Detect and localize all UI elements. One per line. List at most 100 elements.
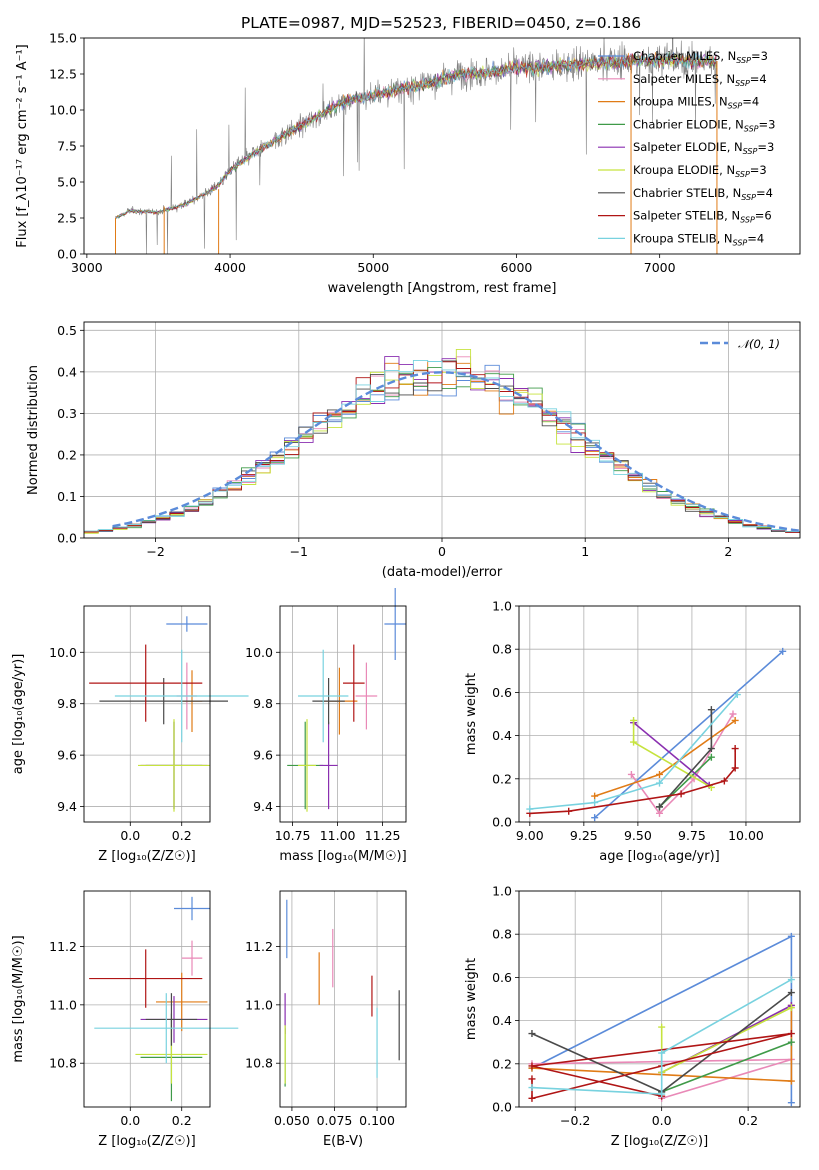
weight-vs-age-marker-7-1 bbox=[656, 803, 663, 811]
weight-vs-age-marker-6-2 bbox=[630, 738, 638, 746]
weight-vs-Z-marker-1-2 bbox=[787, 932, 795, 940]
weight-vs-age-marker-3-1 bbox=[591, 792, 599, 800]
residuals-xtick-label: 2 bbox=[724, 544, 732, 559]
weight-vs-Z-ytick-label: 0.4 bbox=[492, 1013, 512, 1028]
weight-vs-age-ytick-label: 1.0 bbox=[492, 599, 512, 614]
weight-vs-age-marker-7-3 bbox=[707, 706, 715, 714]
age-vs-mass-frame bbox=[279, 605, 407, 823]
weight-vs-age-ytick-label: 0.2 bbox=[492, 771, 512, 786]
age-vs-mass-xtick-label: 11.00 bbox=[320, 828, 356, 843]
residuals-xtick-label: 0 bbox=[438, 544, 446, 559]
spectrum-model-line-8 bbox=[115, 52, 717, 219]
age-vs-Z-ytick-label: 9.4 bbox=[57, 799, 77, 814]
spectrum-ytick-label: 7.5 bbox=[57, 139, 77, 154]
spectrum-frame bbox=[83, 37, 801, 255]
legend-name: Chabrier ELODIE, N bbox=[633, 117, 744, 131]
legend-subscript: SSP bbox=[744, 124, 759, 133]
weight-vs-age-marker-1-1 bbox=[591, 814, 599, 822]
weight-vs-age-marker-2-1 bbox=[627, 770, 635, 778]
weight-vs-Z-marker-7-3 bbox=[787, 989, 795, 997]
age-vs-mass-xtick-label: 11.25 bbox=[365, 828, 401, 843]
age-vs-Z-point-1 bbox=[166, 616, 208, 632]
weight-vs-age-marker-9-2 bbox=[591, 799, 599, 807]
legend-entry-4: Chabrier ELODIE, NSSP=3 bbox=[633, 117, 775, 133]
weight-vs-age-marker-9-4 bbox=[733, 691, 741, 699]
weight-vs-Z-marker-6-3 bbox=[787, 1004, 795, 1012]
weight-vs-age-series-2 bbox=[630, 713, 734, 815]
legend-subscript: SSP bbox=[733, 238, 748, 247]
mass-vs-Z-point-3 bbox=[156, 972, 208, 1032]
age-vs-mass-xlabel: mass [log₁₀(M/M☉)] bbox=[279, 849, 406, 864]
legend-subscript: SSP bbox=[741, 193, 756, 202]
mass-vs-EBV-xtick-label: 0.100 bbox=[359, 1113, 395, 1128]
weight-vs-age-xtick-label: 10.00 bbox=[728, 828, 764, 843]
age-vs-Z-ylabel: age [log₁₀(age/yr)] bbox=[11, 654, 26, 775]
weight-vs-Z-marker-9-4 bbox=[787, 976, 795, 984]
weight-vs-Z-xtick-label: 0.0 bbox=[652, 1113, 672, 1128]
weight-vs-age-marker-8-4 bbox=[720, 777, 728, 785]
spectrum-model-line-7 bbox=[115, 52, 717, 218]
mass-vs-Z-ytick-label: 11.2 bbox=[49, 939, 77, 954]
mass-vs-EBV-xlabel: E(B-V) bbox=[323, 1134, 363, 1149]
spectrum-ytick-label: 12.5 bbox=[49, 67, 77, 82]
weight-vs-age-ytick-label: 0.6 bbox=[492, 685, 512, 700]
legend-entry-9: Kroupa STELIB, NSSP=4 bbox=[633, 231, 764, 247]
age-vs-mass-point-5 bbox=[319, 721, 338, 810]
mass-vs-EBV-frame bbox=[279, 890, 407, 1108]
weight-vs-age-axes: 9.00 9.25 9.50 9.75 10.00 0.0 0.2 0.4 0.6 0.8 1.0 bbox=[492, 599, 800, 843]
spectrum-ytick-label: 5.0 bbox=[57, 175, 77, 190]
age-vs-Z-point-9 bbox=[114, 649, 249, 743]
legend-subscript: SSP bbox=[736, 56, 751, 65]
residuals-ytick-label: 0.3 bbox=[57, 406, 77, 421]
age-vs-mass-point-6 bbox=[298, 719, 316, 812]
legend-nssp-value: =4 bbox=[756, 186, 773, 200]
mass-vs-Z-xlabel: Z [log₁₀(Z/Z☉)] bbox=[98, 1134, 195, 1149]
weight-vs-Z-marker-4-2 bbox=[787, 1038, 795, 1046]
weight-vs-Z-frame bbox=[518, 890, 801, 1108]
gaussian-legend-label: 𝒩(0, 1) bbox=[738, 337, 780, 351]
mass-vs-Z-xtick-label: 0.0 bbox=[120, 1113, 140, 1128]
legend-nssp-value: =4 bbox=[750, 72, 767, 86]
legend-nssp-value: =4 bbox=[747, 231, 764, 245]
weight-vs-age-marker-4-2 bbox=[707, 753, 715, 761]
weight-vs-age-marker-1-2 bbox=[779, 647, 787, 655]
spectrum-xtick-label: 4000 bbox=[214, 260, 246, 275]
mass-vs-EBV-ytick-label: 10.8 bbox=[245, 1056, 273, 1071]
mass-vs-Z-axes: 0.0 0.2 10.8 11.0 11.2 bbox=[49, 891, 210, 1128]
mass-vs-Z-ylabel: mass [log₁₀(M/M☉)] bbox=[11, 935, 26, 1062]
residuals-ytick-label: 0.0 bbox=[57, 531, 77, 546]
legend-entry-2: Salpeter MILES, NSSP=4 bbox=[633, 72, 767, 88]
weight-vs-age-marker-8-5 bbox=[731, 764, 739, 772]
legend-name: Chabrier STELIB, N bbox=[633, 186, 741, 200]
weight-vs-Z-marker-9-1 bbox=[528, 1084, 536, 1092]
legend-entry-8: Salpeter STELIB, NSSP=6 bbox=[633, 209, 772, 225]
legend-entry-6: Kroupa ELODIE, NSSP=3 bbox=[633, 163, 767, 179]
mass-vs-Z-ytick-label: 11.0 bbox=[49, 997, 77, 1012]
legend-subscript: SSP bbox=[740, 216, 755, 225]
weight-vs-age-ytick-label: 0.0 bbox=[492, 815, 512, 830]
spectrum-axes: 3000 4000 5000 6000 7000 0.0 2.5 5.0 7.5 10.0 12.5… bbox=[49, 31, 675, 276]
age-vs-Z-point-8 bbox=[89, 644, 203, 722]
residuals-frame bbox=[83, 321, 801, 539]
spectrum-ytick-label: 0.0 bbox=[57, 247, 77, 262]
weight-vs-Z-xtick-label: 0.2 bbox=[738, 1113, 758, 1128]
weight-vs-age-series-9 bbox=[529, 694, 738, 810]
weight-vs-age-marker-8-6 bbox=[731, 745, 739, 753]
legend-subscript: SSP bbox=[735, 170, 750, 179]
spectrum-xtick-label: 6000 bbox=[501, 260, 533, 275]
legend-nssp-value: =3 bbox=[751, 49, 768, 63]
mass-vs-Z-frame bbox=[83, 890, 211, 1108]
legend-name: Chabrier MILES, N bbox=[633, 49, 736, 63]
weight-vs-Z-marker-8-1 bbox=[528, 1075, 536, 1083]
mass-vs-Z-point-2 bbox=[181, 940, 203, 976]
residuals-xtick-label: −2 bbox=[146, 544, 164, 559]
weight-vs-Z-marker-1-3 bbox=[787, 1099, 795, 1107]
age-vs-Z-axes: 0.0 0.2 9.4 9.6 9.8 10.0 bbox=[49, 606, 210, 843]
weight-vs-Z-xlabel: Z [log₁₀(Z/Z☉)] bbox=[611, 1134, 708, 1149]
weight-vs-Z-ytick-label: 0.8 bbox=[492, 927, 512, 942]
spectrum-xtick-label: 3000 bbox=[71, 260, 103, 275]
legend-nssp-value: =3 bbox=[757, 140, 774, 154]
legend-name: Salpeter ELODIE, N bbox=[633, 140, 743, 154]
residuals-xtick-label: 1 bbox=[581, 544, 589, 559]
